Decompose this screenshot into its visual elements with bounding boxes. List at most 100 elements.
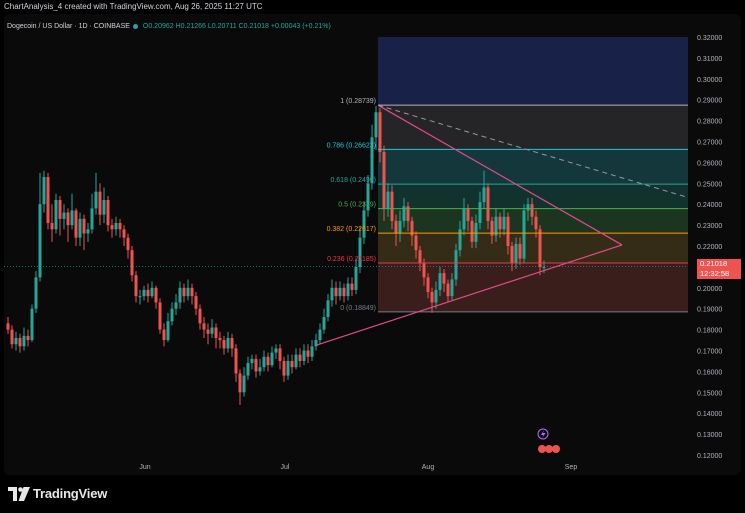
lightning-icon[interactable] (537, 428, 549, 440)
lower-trend-line[interactable] (315, 244, 623, 346)
flag-icon[interactable] (538, 445, 546, 453)
candle-body (538, 229, 542, 267)
candle-body (478, 202, 482, 224)
candle-body (18, 337, 22, 347)
candle-body (394, 220, 398, 234)
candle-body (414, 235, 418, 251)
candle-body (418, 250, 422, 263)
candle-body (126, 237, 130, 251)
candle-body (486, 187, 490, 221)
candle-body (58, 200, 62, 219)
candle-body (398, 220, 402, 234)
fib-level-label: 0.618 (0.2496) (330, 177, 376, 184)
price-axis-tick: 0.20000 (697, 286, 722, 293)
header-bar: ChartAnalysis_4 created with TradingView… (0, 0, 745, 14)
price-axis-tick: 0.16000 (697, 369, 722, 376)
price-axis-tick: 0.29000 (697, 98, 722, 105)
candle-body (430, 291, 434, 303)
candle-body (242, 375, 246, 393)
candle-body (338, 287, 342, 297)
candle-body (94, 191, 98, 209)
candle-body (122, 229, 126, 238)
candle-body (466, 208, 470, 221)
price-axis-tick: 0.15000 (697, 390, 722, 397)
chart-canvas[interactable]: 1 (0.28739) 0.786 (0.26623) 0.618 (0.2496)… (0, 0, 745, 480)
price-axis-tick: 0.23000 (697, 223, 722, 230)
tradingview-logo[interactable]: TradingView (8, 486, 107, 501)
candle-body (454, 250, 458, 280)
candle-body (98, 191, 102, 215)
candle-body (514, 243, 518, 263)
candle-body (318, 329, 322, 341)
fib-level-label: 0.236 (0.21185) (327, 256, 376, 263)
ohlc-high: H0.21266 (175, 23, 206, 30)
candle-body (178, 287, 182, 303)
price-axis-tick: 0.12000 (697, 453, 722, 460)
countdown-value: 12:32:58 (700, 269, 730, 278)
candle-body (246, 363, 250, 376)
candle-body (366, 183, 370, 211)
candle-body (162, 329, 166, 341)
candle-body (14, 337, 18, 345)
candle-body (462, 208, 466, 230)
candle-body (262, 356, 266, 368)
candle-body (294, 354, 298, 368)
candle-body (138, 296, 142, 298)
candle-body (210, 327, 214, 334)
flag-icon[interactable] (552, 445, 560, 453)
footer (0, 476, 745, 513)
candle-body (38, 204, 42, 278)
price-axis-tick: 0.13000 (697, 432, 722, 439)
candle-body (410, 220, 414, 236)
candle-body (342, 287, 346, 297)
candle-body (426, 277, 430, 292)
candle-body (26, 335, 30, 341)
candle-body (518, 243, 522, 259)
price-axis-tick: 0.25000 (697, 181, 722, 188)
ohlc-low: L0.20711 (207, 23, 237, 30)
last-price-value: 0.21018 (700, 259, 728, 268)
candle-body (150, 287, 154, 297)
candle-body (438, 273, 442, 290)
fib-level-label: 0.5 (0.2379) (338, 202, 376, 209)
candle-body (302, 350, 306, 361)
price-axis-tick: 0.17000 (697, 349, 722, 356)
candle-body (6, 323, 10, 330)
ohlc-close: C0.21018 (238, 23, 269, 30)
candle-body (34, 277, 38, 309)
price-axis-tick: 0.22000 (697, 244, 722, 251)
candle-body (118, 223, 122, 230)
price-axis-tick: 0.14000 (697, 411, 722, 418)
candle-body (390, 191, 394, 221)
candle-body (386, 191, 390, 209)
flag-icon[interactable] (545, 445, 553, 453)
candle-body (442, 273, 446, 284)
candle-body (78, 218, 82, 238)
market-status-icon (132, 23, 138, 29)
price-axis-tick: 0.27000 (697, 140, 722, 147)
candle-body (66, 212, 70, 226)
ohlc-change: +0.00043 (+0.21%) (270, 23, 331, 30)
candle-body (42, 177, 46, 205)
candle-body (498, 216, 502, 230)
candle-body (374, 112, 378, 138)
candle-body (22, 335, 26, 347)
candle-body (534, 216, 538, 230)
candle-body (370, 137, 374, 184)
upper-trend-line[interactable] (377, 104, 623, 246)
candle-body (490, 220, 494, 236)
candle-body (250, 358, 254, 364)
candle-body (226, 337, 230, 349)
fib-zone (378, 233, 688, 264)
candle-body (282, 360, 286, 376)
candle-body (86, 229, 90, 234)
candle-body (522, 210, 526, 259)
fib-zone (378, 263, 688, 312)
candle-body (510, 246, 514, 263)
lightning-icon[interactable] (541, 430, 546, 439)
symbol-name[interactable]: Dogecoin / US Dollar · 1D · COINBASE (7, 23, 130, 30)
symbol-legend[interactable]: Dogecoin / US Dollar · 1D · COINBASE O0.… (7, 23, 331, 30)
candle-body (102, 200, 106, 215)
candle-body (166, 321, 170, 341)
candle-body (186, 287, 190, 297)
